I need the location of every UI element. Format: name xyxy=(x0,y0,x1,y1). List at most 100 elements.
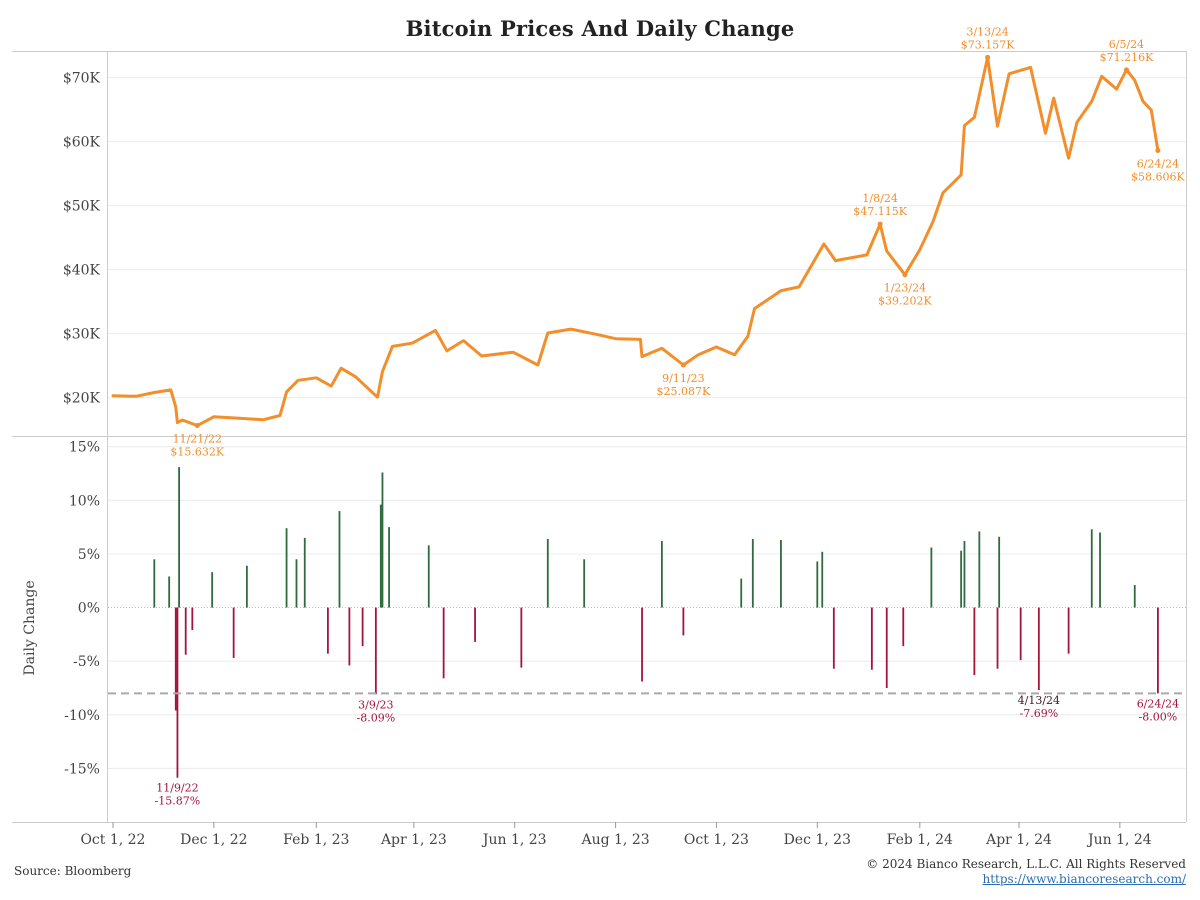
change-y-axis-label: Daily Change xyxy=(22,580,38,675)
negative-change-bar xyxy=(474,607,476,642)
change-annotation-date: 3/9/23 xyxy=(358,698,393,711)
price-annotation-date: 1/8/24 xyxy=(862,192,897,205)
positive-change-bar xyxy=(379,504,382,608)
positive-change-bar xyxy=(153,559,156,608)
positive-change-bar xyxy=(168,576,171,608)
x-tick-label: Apr 1, 23 xyxy=(380,832,447,848)
chart-title: Bitcoin Prices And Daily Change xyxy=(405,16,795,41)
negative-change-bar xyxy=(520,607,523,668)
positive-change-bar xyxy=(978,531,981,608)
negative-change-bar xyxy=(832,607,835,669)
positive-change-bar xyxy=(740,578,743,608)
negative-change-bar xyxy=(442,607,445,679)
price-tick-label: $30K xyxy=(63,327,101,343)
x-tick-label: Jun 1, 24 xyxy=(1086,832,1152,848)
change-annotation-value: -8.09% xyxy=(357,711,396,724)
positive-change-bar xyxy=(963,541,966,608)
change-annotation-date: 11/9/22 xyxy=(156,782,198,795)
change-annotation-date: 4/13/24 xyxy=(1018,694,1060,707)
positive-change-bar xyxy=(546,538,549,608)
negative-change-bar xyxy=(1067,607,1070,654)
positive-change-bar xyxy=(960,550,963,608)
positive-change-bar xyxy=(338,511,341,608)
negative-change-bar xyxy=(348,607,351,666)
price-annotation-marker xyxy=(1155,148,1161,154)
price-tick-label: $20K xyxy=(63,391,101,407)
negative-change-bar xyxy=(870,607,873,670)
x-tick-label: Dec 1, 22 xyxy=(180,832,247,848)
x-tick-label: Oct 1, 23 xyxy=(684,832,749,848)
price-annotation-marker xyxy=(1123,67,1129,73)
price-annotation-date: 3/13/24 xyxy=(966,25,1008,38)
positive-change-bar xyxy=(930,547,933,608)
price-annotation-marker xyxy=(194,423,200,429)
price-annotation-value: $71.216K xyxy=(1100,51,1154,64)
positive-change-bar xyxy=(295,559,298,608)
negative-change-bar xyxy=(885,607,888,688)
positive-change-bar xyxy=(178,467,180,608)
positive-change-bar xyxy=(285,528,288,608)
change-tick-label: -15% xyxy=(64,761,100,777)
price-annotation-date: 11/21/22 xyxy=(173,433,222,446)
change-annotations: 11/9/22-15.87% 3/9/23-8.09% 4/13/24-7.69% 6… xyxy=(155,694,1179,808)
price-annotation-marker xyxy=(902,272,908,278)
copyright-notice: © 2024 Bianco Research, L.L.C. All Right… xyxy=(866,857,1186,871)
negative-change-bar xyxy=(232,607,235,658)
negative-change-bar xyxy=(682,607,685,636)
change-annotation-value: -15.87% xyxy=(155,795,201,808)
price-annotation-marker xyxy=(985,54,991,60)
price-line xyxy=(111,55,1160,428)
price-annotation-date: 6/24/24 xyxy=(1137,158,1179,171)
price-annotation-date: 6/5/24 xyxy=(1109,38,1144,51)
price-annotation-marker xyxy=(680,362,686,368)
price-annotation-value: $39.202K xyxy=(878,295,932,308)
change-annotation-value: -8.00% xyxy=(1139,710,1178,723)
price-tick-label: $50K xyxy=(63,199,101,215)
positive-change-bar xyxy=(245,565,248,608)
price-gridlines xyxy=(108,77,1186,399)
price-annotation-value: $25.087K xyxy=(657,385,711,398)
x-tick-label: Jun 1, 23 xyxy=(481,832,547,848)
price-y-axis: $20K $30K $40K $50K $60K $70K xyxy=(63,71,101,407)
x-tick-label: Apr 1, 24 xyxy=(985,832,1052,848)
price-tick-label: $70K xyxy=(63,71,101,87)
change-bars xyxy=(153,467,1159,778)
negative-change-bar xyxy=(1019,607,1022,661)
price-annotation-date: 1/23/24 xyxy=(884,282,926,295)
positive-change-bar xyxy=(211,572,214,608)
change-tick-label: 5% xyxy=(78,547,100,563)
positive-change-bar xyxy=(427,545,430,608)
negative-change-bar xyxy=(326,607,329,654)
change-y-axis: -15% -10% -5% 0% 5% 10% 15% xyxy=(64,440,100,778)
negative-change-bar xyxy=(191,607,194,631)
positive-change-bar xyxy=(381,472,384,608)
positive-change-bar xyxy=(816,561,819,608)
change-gridlines xyxy=(108,446,1186,769)
change-annotation-value: -7.69% xyxy=(1020,707,1059,720)
x-tick-label: Dec 1, 23 xyxy=(784,832,851,848)
change-annotation-date: 6/24/24 xyxy=(1137,697,1179,710)
x-axis: Oct 1, 22 Dec 1, 22 Feb 1, 23 Apr 1, 23 Jun … xyxy=(80,822,1152,848)
negative-change-bar xyxy=(902,607,905,647)
negative-change-bar xyxy=(1156,607,1159,694)
positive-change-bar xyxy=(821,551,824,608)
change-tick-label: 0% xyxy=(78,601,100,617)
positive-change-bar xyxy=(780,540,782,608)
positive-change-bar xyxy=(1090,529,1093,608)
price-annotation-value: $47.115K xyxy=(853,205,907,218)
positive-change-bar xyxy=(751,538,754,608)
negative-change-bar xyxy=(973,607,976,676)
change-tick-label: -5% xyxy=(73,654,100,670)
negative-change-bar xyxy=(641,607,643,682)
positive-change-bar xyxy=(660,541,663,608)
x-tick-label: Oct 1, 22 xyxy=(80,832,145,848)
price-annotation-marker xyxy=(877,221,883,227)
chart-frame xyxy=(12,51,1187,823)
website-link[interactable]: https://www.biancoresearch.com/ xyxy=(982,872,1186,886)
negative-change-bar xyxy=(996,607,999,669)
price-annotation-value: $15.632K xyxy=(170,446,224,459)
x-tick-label: Feb 1, 23 xyxy=(283,832,349,848)
negative-change-bar xyxy=(374,607,377,695)
positive-change-bar xyxy=(583,559,586,608)
